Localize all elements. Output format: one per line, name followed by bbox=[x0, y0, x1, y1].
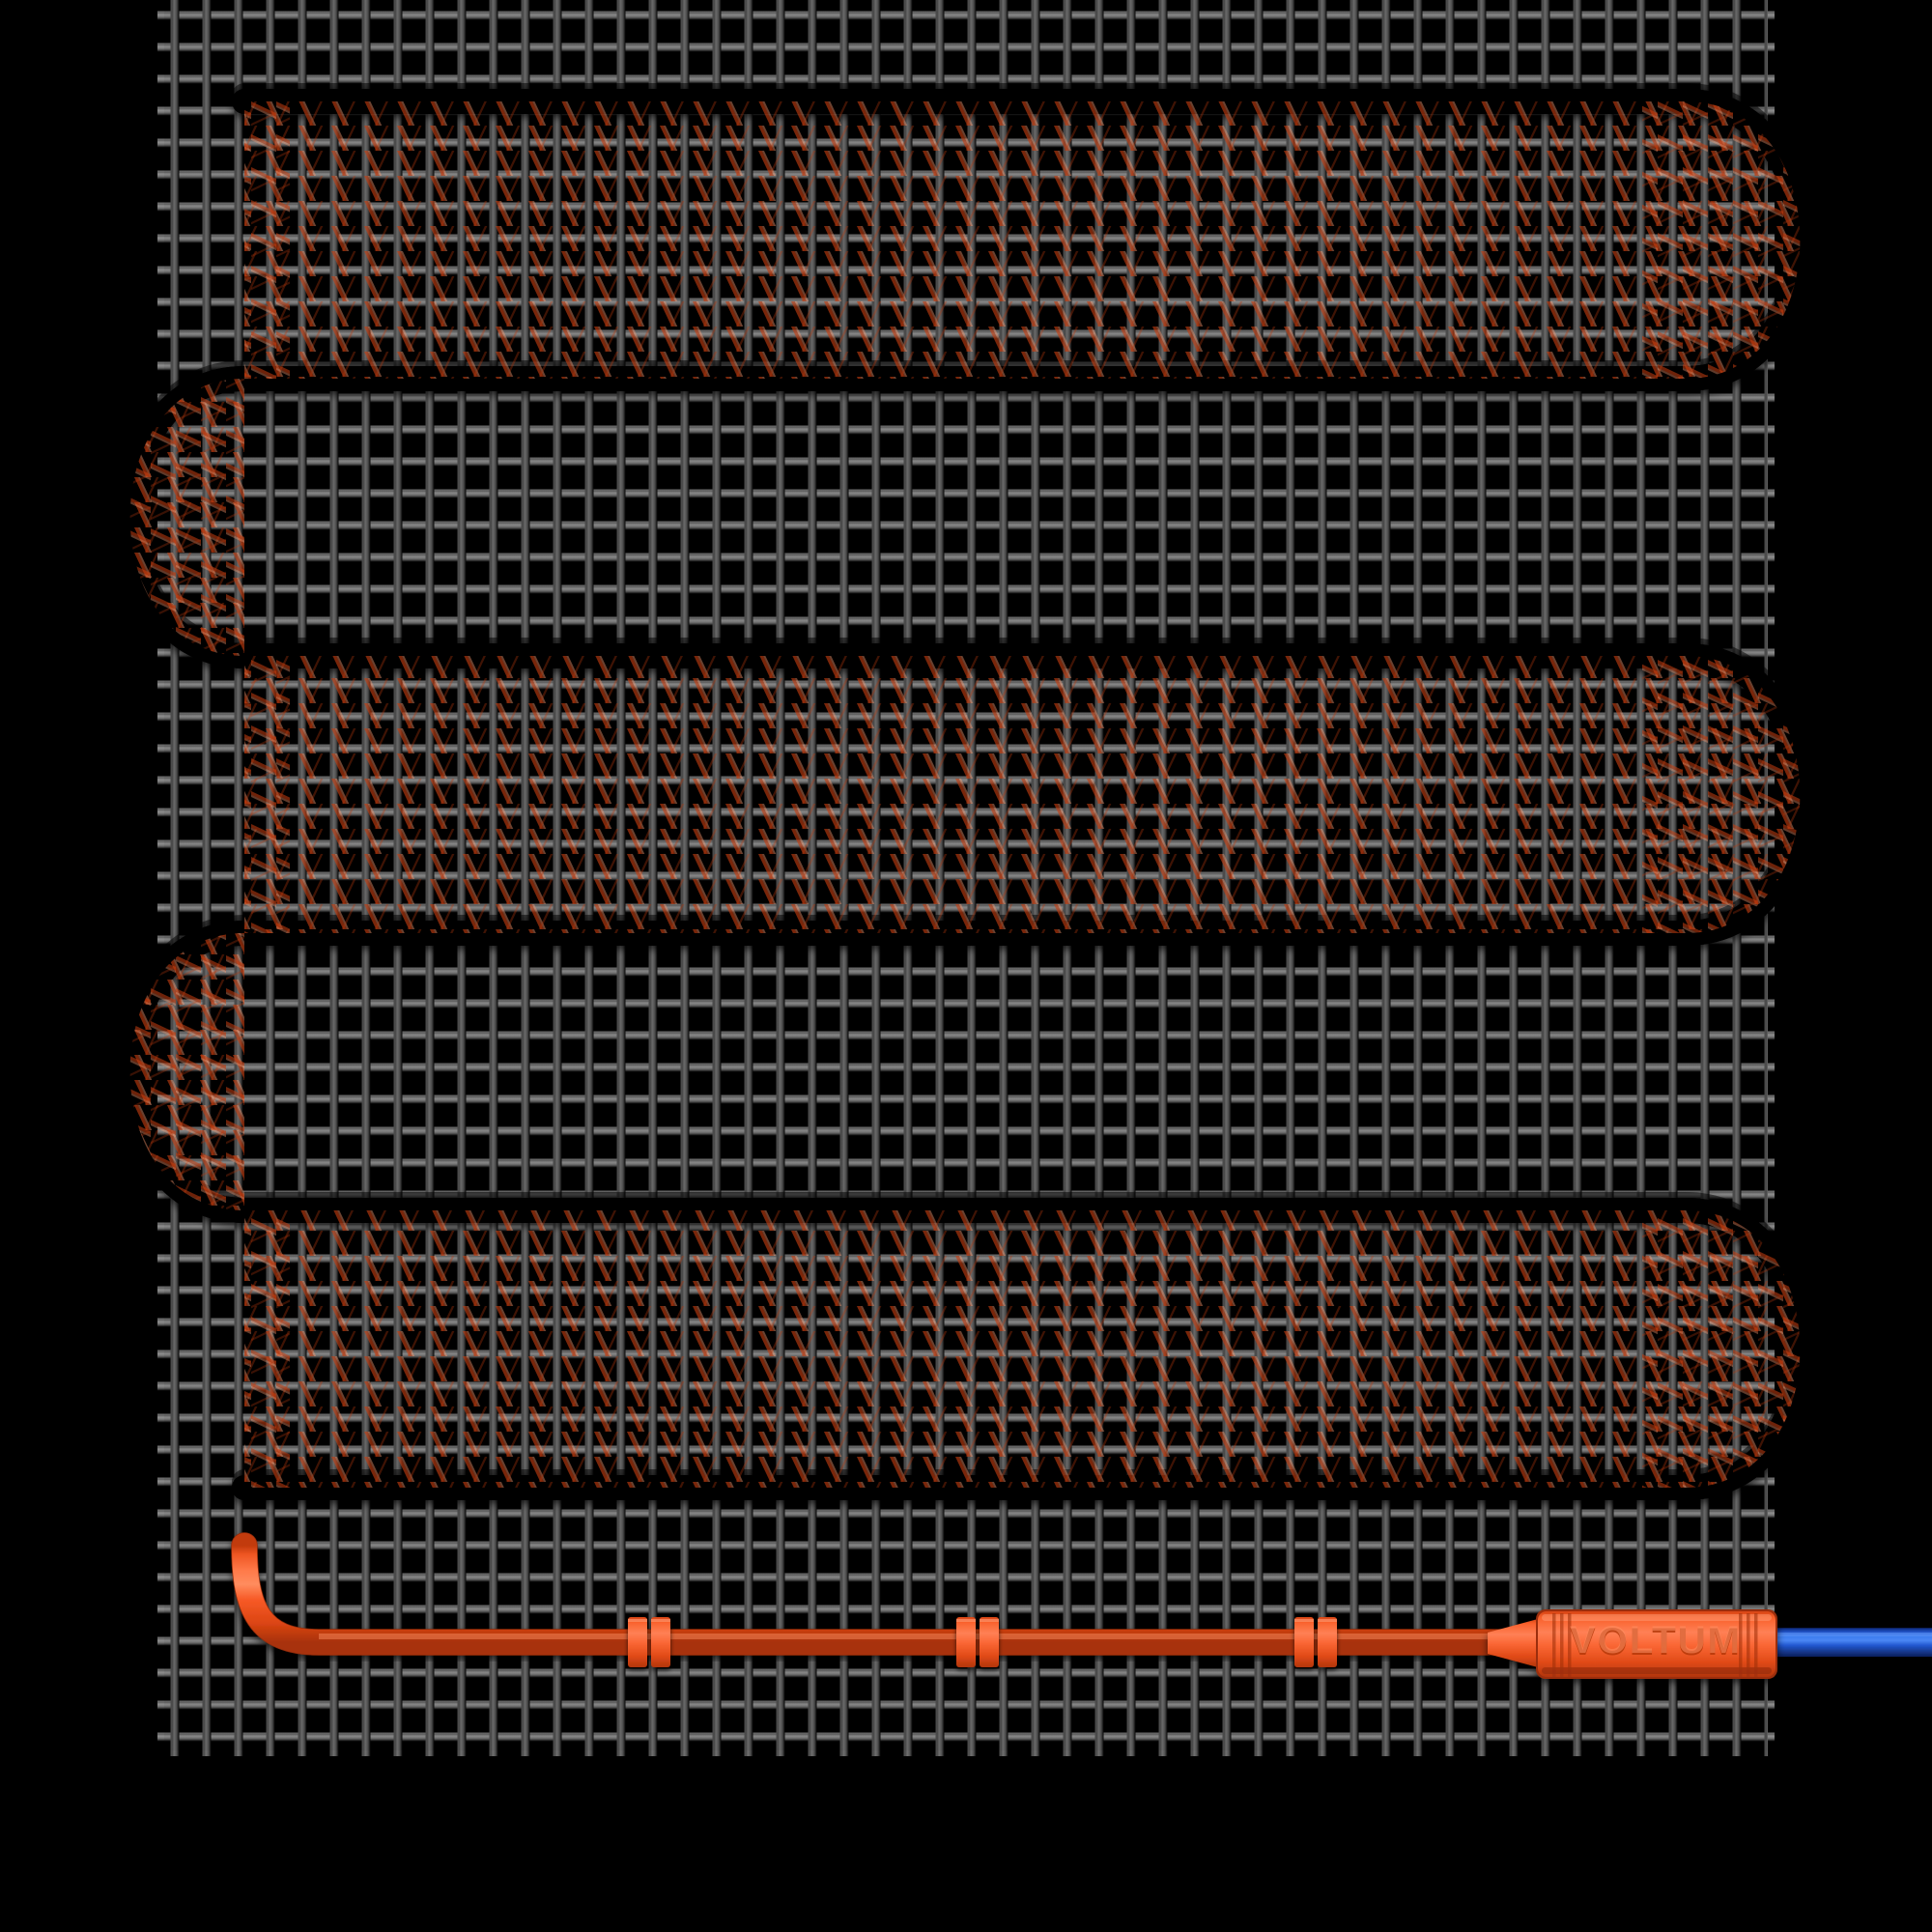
joint-ribs-left bbox=[1552, 1613, 1572, 1677]
cold-lead-orange-segment bbox=[231, 1532, 1559, 1656]
cold-lead-blue-cable bbox=[1758, 1628, 1932, 1657]
brand-emboss-highlight: VOLTUM bbox=[1570, 1619, 1742, 1662]
joint-taper bbox=[1488, 1619, 1538, 1667]
lead-body bbox=[232, 1533, 1558, 1655]
brand-emboss-shadow: VOLTUM bbox=[1570, 1621, 1742, 1663]
splice-joint: VOLTUM VOLTUM bbox=[1488, 1609, 1777, 1679]
clip-1[interactable] bbox=[628, 1617, 670, 1667]
joint-top-highlight bbox=[1542, 1614, 1772, 1621]
clip-2[interactable] bbox=[956, 1617, 999, 1667]
joint-bottom-shade bbox=[1542, 1667, 1772, 1674]
clip-3[interactable] bbox=[1294, 1617, 1337, 1667]
joint-ribs-right bbox=[1739, 1613, 1758, 1677]
joint-body bbox=[1538, 1611, 1776, 1677]
cable-fixing-clips[interactable] bbox=[628, 1617, 1337, 1667]
cable-braid-texture bbox=[129, 101, 1801, 1488]
